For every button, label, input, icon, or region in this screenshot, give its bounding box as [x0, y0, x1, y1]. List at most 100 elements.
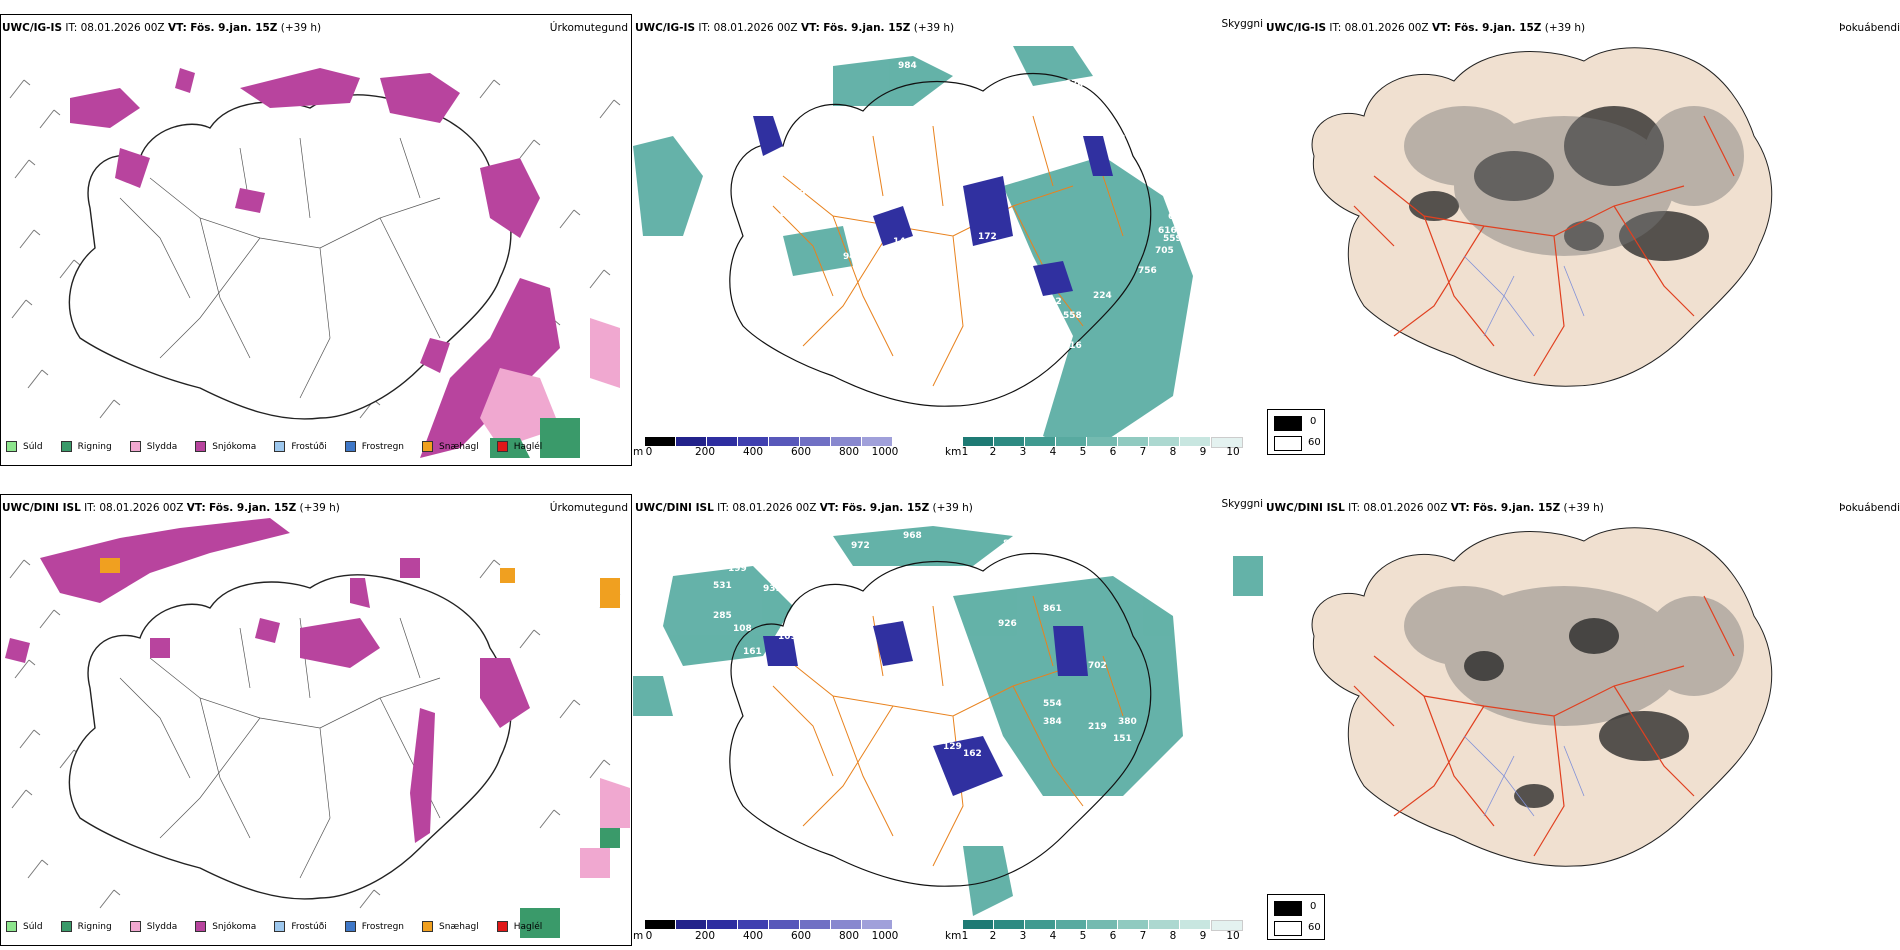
precip-map-bottom — [5, 518, 630, 938]
ceiling-label: 702 — [1088, 661, 1107, 671]
cbar-step — [800, 920, 831, 929]
legend-swatch — [195, 921, 207, 932]
fog-shading-light — [1404, 586, 1744, 726]
panel-title-cloud-top: Skyggni — [1221, 18, 1264, 30]
sleet-areas — [580, 778, 630, 878]
tick-label: 200 — [694, 446, 716, 458]
run-header-top-precip: UWC/IG-IS IT: 08.01.2026 00Z VT: Fös. 9.… — [2, 22, 322, 34]
ceiling-label: 968 — [903, 531, 922, 541]
ceiling-label: 129 — [943, 742, 962, 752]
ceiling-label: 984 — [898, 61, 917, 71]
precip-legend-top: Súld Rigning Slydda Snjókoma Frostúði Fr… — [6, 441, 560, 452]
tick-label: 10 — [1226, 930, 1240, 942]
iceland-outline — [729, 73, 1152, 407]
ceiling-label: 109 — [778, 632, 797, 642]
legend-swatch — [6, 921, 17, 932]
ceiling-label: 94 — [843, 252, 856, 262]
ceiling-label: 531 — [713, 581, 732, 591]
tick-label: 2 — [989, 446, 997, 458]
fog-swatch-high — [1274, 416, 1302, 431]
tick-label: 600 — [790, 446, 812, 458]
fog-swatch-high — [1274, 901, 1302, 916]
fog-legend-top: 0 60 — [1267, 409, 1325, 455]
ceiling-label: 69 — [793, 189, 806, 199]
tick-label: 800 — [838, 446, 860, 458]
ceiling-colorbar-bottom — [645, 920, 893, 929]
legend-item: Frostregn — [344, 921, 404, 932]
legend-swatch — [274, 441, 286, 452]
roads — [1353, 115, 1735, 377]
legend-item: Snjókoma — [195, 441, 256, 452]
cbar-step — [1025, 920, 1056, 929]
ceiling-label: 990 — [818, 551, 837, 561]
ceiling-value-labels: 968 896 990 972 199 531 939 982 206 285 … — [713, 531, 1137, 817]
ceiling-areas — [753, 116, 1113, 296]
cbar-step — [831, 920, 862, 929]
ceiling-label: 384 — [1043, 717, 1062, 727]
tick-label: 6 — [1109, 930, 1117, 942]
cbar-step — [645, 437, 676, 446]
cbar-step — [707, 437, 738, 446]
tick-label: 8 — [1169, 930, 1177, 942]
ceiling-label: 108 — [778, 154, 797, 164]
snow-areas — [5, 518, 530, 843]
cbar-step — [1180, 920, 1211, 929]
legend-swatch — [344, 441, 356, 452]
iceland-outline — [729, 553, 1152, 887]
fog-label-low: 60 — [1308, 922, 1321, 933]
fog-label-high: 0 — [1310, 901, 1317, 912]
legend-swatch — [496, 441, 508, 452]
tick-label: 5 — [1079, 930, 1087, 942]
cbar-step — [738, 920, 769, 929]
roads — [772, 115, 1124, 387]
panel-title-cover-bottom: Þokuábendi — [1839, 502, 1900, 514]
legend-item: Súld — [6, 921, 43, 932]
ceiling-label: 939 — [763, 584, 782, 594]
ceiling-label: 106 — [995, 246, 1014, 256]
iceland-outline — [68, 94, 512, 420]
ceiling-label: 982 — [793, 581, 812, 591]
ceiling-label: 98 — [1113, 59, 1126, 69]
cbar-step — [1211, 920, 1243, 931]
legend-item: Frostúði — [274, 441, 327, 452]
ceiling-label: 122 — [773, 669, 792, 679]
tick-label: 6 — [1109, 446, 1117, 458]
roads — [119, 617, 441, 879]
precip-frame-bottom — [0, 494, 632, 946]
tick-label: 1000 — [871, 930, 899, 942]
cloud-panel-bottom: UWC/DINI ISL IT: 08.01.2026 00Z VT: Fös.… — [633, 494, 1325, 946]
run-header-bottom-precip: UWC/DINI ISL IT: 08.01.2026 00Z VT: Fös.… — [2, 502, 340, 514]
tick-label: 3 — [1019, 446, 1027, 458]
legend-item: Rigning — [60, 441, 112, 452]
legend-item: Haglél — [496, 921, 542, 932]
cloud-map-top: 984 94 249 108 190 146 172 106 103 892 5… — [633, 46, 1193, 446]
tick-label: 400 — [742, 446, 764, 458]
legend-item: Súld — [6, 441, 43, 452]
legend-item: Snæhagl — [422, 441, 479, 452]
cbar-step — [1149, 920, 1180, 929]
cbar-step — [862, 437, 893, 446]
visibility-unit-top: km — [945, 446, 962, 458]
run-header-bottom-cover: UWC/DINI ISL IT: 08.01.2026 00Z VT: Fös.… — [1266, 502, 1604, 514]
ceiling-label: 558 — [1063, 311, 1082, 321]
legend-swatch — [195, 441, 207, 452]
tick-label: 1 — [961, 930, 969, 942]
cbar-step — [831, 437, 862, 446]
cbar-step — [676, 437, 707, 446]
fog-legend-bottom: 0 60 — [1267, 894, 1325, 940]
ceiling-label: 93 — [1113, 134, 1126, 144]
ceiling-label: 763 — [1170, 141, 1189, 151]
cover-map-bottom — [1311, 527, 1773, 867]
cbar-step — [1149, 437, 1180, 446]
snow-areas — [70, 68, 560, 458]
ceiling-label: 105 — [848, 682, 867, 692]
ceiling-areas — [763, 621, 1088, 796]
ceiling-label: 892 — [1043, 297, 1062, 307]
tick-label: 9 — [1199, 446, 1207, 458]
precip-frame-top — [0, 14, 632, 466]
tick-label: 600 — [790, 930, 812, 942]
tick-label: 800 — [838, 930, 860, 942]
legend-item: Snæhagl — [422, 921, 479, 932]
cbar-step — [1118, 920, 1149, 929]
ceiling-label: 249 — [738, 129, 757, 139]
